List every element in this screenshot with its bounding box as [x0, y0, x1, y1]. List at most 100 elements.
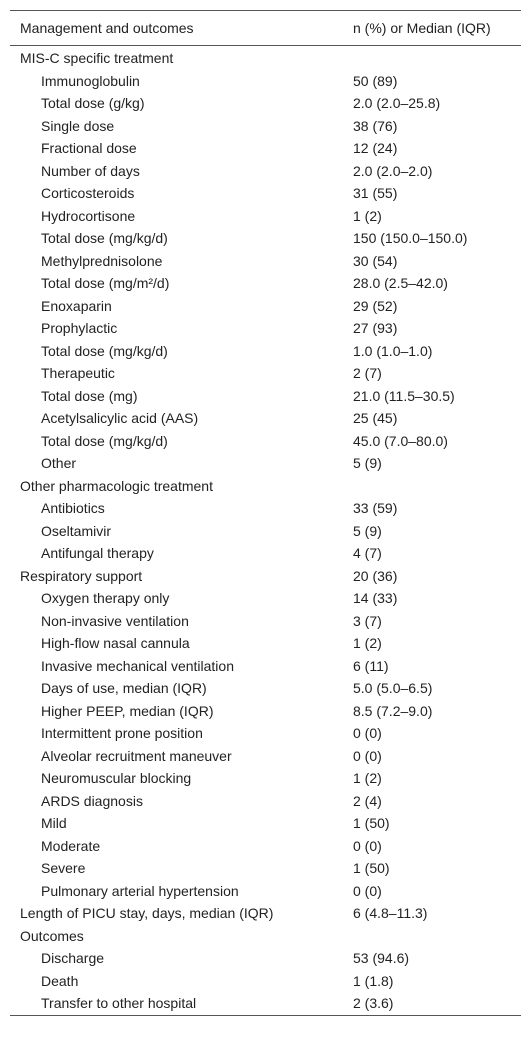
section-label: MIS-C specific treatment	[20, 50, 174, 66]
item-row: Oseltamivir 5 (9)	[10, 520, 521, 543]
item-label: Days of use, median (IQR)	[41, 680, 207, 696]
item-label: Invasive mechanical ventilation	[41, 657, 234, 674]
item-value: 5 (9)	[353, 455, 382, 471]
section-row: MIS-C specific treatment	[10, 47, 521, 70]
item-row: Number of days 2.0 (2.0–2.0)	[10, 160, 521, 183]
item-row: Total dose (mg/kg/d) 1.0 (1.0–1.0)	[10, 340, 521, 363]
item-row: Therapeutic 2 (7)	[10, 362, 521, 385]
item-value: 0 (0)	[353, 725, 382, 741]
item-row: Acetylsalicylic acid (AAS) 25 (45)	[10, 407, 521, 430]
item-row: Total dose (mg/m²/d) 28.0 (2.5–42.0)	[10, 272, 521, 295]
item-value: 31 (55)	[353, 185, 398, 201]
item-label: Antibiotics	[41, 500, 105, 516]
item-value: 14 (33)	[353, 590, 398, 606]
item-value: 1 (50)	[353, 815, 390, 831]
item-label: Total dose (mg/m²/d)	[41, 275, 170, 291]
item-row: Total dose (mg) 21.0 (11.5–30.5)	[10, 385, 521, 408]
item-value: 45.0 (7.0–80.0)	[353, 432, 448, 449]
item-value: 12 (24)	[353, 140, 398, 156]
item-value: 30 (54)	[353, 252, 398, 269]
item-value: 29 (52)	[353, 297, 398, 314]
item-label: Corticosteroids	[41, 185, 135, 201]
section-label: Length of PICU stay, days, median (IQR)	[20, 905, 274, 921]
item-row: Non-invasive ventilation 3 (7)	[10, 610, 521, 633]
item-row: Days of use, median (IQR) 5.0 (5.0–6.5)	[10, 677, 521, 700]
item-label: Pulmonary arterial hypertension	[41, 882, 239, 899]
item-label: High-flow nasal cannula	[41, 635, 190, 651]
item-label: Total dose (mg/kg/d)	[41, 230, 168, 246]
item-label: Higher PEEP, median (IQR)	[41, 702, 214, 719]
item-value: 53 (94.6)	[353, 950, 410, 966]
item-label: Oseltamivir	[41, 522, 112, 539]
item-row: Alveolar recruitment maneuver 0 (0)	[10, 745, 521, 768]
item-value: 4 (7)	[353, 545, 382, 561]
section-row: Outcomes	[10, 925, 521, 948]
item-label: Antifungal therapy	[41, 545, 154, 561]
header-cell: n (%) or Median (IQR)	[353, 20, 491, 36]
item-value: 38 (76)	[353, 117, 398, 134]
item-row: Transfer to other hospital 2 (3.6)	[10, 992, 521, 1015]
item-row: Immunoglobulin 50 (89)	[10, 70, 521, 93]
item-row: Mild 1 (50)	[10, 812, 521, 835]
item-value: 1 (2)	[353, 770, 382, 786]
item-value: 2 (3.6)	[353, 995, 394, 1011]
item-label: Hydrocortisone	[41, 207, 136, 224]
item-value: 8.5 (7.2–9.0)	[353, 702, 433, 719]
item-row: Neuromuscular blocking 1 (2)	[10, 767, 521, 790]
item-value: 21.0 (11.5–30.5)	[353, 387, 455, 404]
item-value: 28.0 (2.5–42.0)	[353, 275, 448, 291]
item-label: Transfer to other hospital	[41, 995, 197, 1011]
header-row: Management and outcomes n (%) or Median …	[10, 11, 521, 46]
item-row: Death 1 (1.8)	[10, 970, 521, 993]
item-value: 25 (45)	[353, 410, 398, 426]
item-row: Pulmonary arterial hypertension 0 (0)	[10, 880, 521, 903]
item-row: Oxygen therapy only 14 (33)	[10, 587, 521, 610]
item-label: Methylprednisolone	[41, 252, 163, 269]
item-row: Severe 1 (50)	[10, 857, 521, 880]
item-value: 0 (0)	[353, 882, 382, 899]
item-row: Hydrocortisone 1 (2)	[10, 205, 521, 228]
section-label: Respiratory support	[20, 567, 143, 584]
item-label: Oxygen therapy only	[41, 590, 170, 606]
item-value: 150 (150.0–150.0)	[353, 230, 468, 246]
item-label: ARDS diagnosis	[41, 792, 143, 809]
item-label: Immunoglobulin	[41, 72, 140, 89]
item-value: 2.0 (2.0–2.0)	[353, 162, 433, 179]
section-row: Respiratory support 20 (36)	[10, 565, 521, 588]
item-value: 5.0 (5.0–6.5)	[353, 680, 433, 696]
item-row: Methylprednisolone 30 (54)	[10, 250, 521, 273]
item-value: 5 (9)	[353, 522, 382, 539]
item-value: 2 (4)	[353, 792, 382, 809]
item-value: 3 (7)	[353, 612, 382, 629]
item-row: Higher PEEP, median (IQR) 8.5 (7.2–9.0)	[10, 700, 521, 723]
item-label: Therapeutic	[41, 365, 115, 381]
item-label: Death	[41, 972, 79, 989]
item-label: Other	[41, 455, 77, 471]
item-row: Total dose (mg/kg/d) 150 (150.0–150.0)	[10, 227, 521, 250]
item-label: Single dose	[41, 117, 115, 134]
item-label: Intermittent prone position	[41, 725, 203, 741]
item-value: 27 (93)	[353, 320, 398, 336]
item-value: 50 (89)	[353, 72, 398, 89]
header-cell: Management and outcomes	[20, 20, 194, 36]
item-label: Mild	[41, 815, 67, 831]
item-value: 0 (0)	[353, 747, 382, 764]
section-label: Other pharmacologic treatment	[20, 477, 213, 494]
item-label: Prophylactic	[41, 320, 118, 336]
item-label: Total dose (mg/kg/d)	[41, 432, 168, 449]
item-value: 33 (59)	[353, 500, 398, 516]
item-row: Intermittent prone position 0 (0)	[10, 722, 521, 745]
item-row: Total dose (mg/kg/d) 45.0 (7.0–80.0)	[10, 430, 521, 453]
item-label: Alveolar recruitment maneuver	[41, 747, 232, 764]
item-value: 1 (1.8)	[353, 972, 394, 989]
item-row: Invasive mechanical ventilation 6 (11)	[10, 655, 521, 678]
item-row: High-flow nasal cannula 1 (2)	[10, 632, 521, 655]
item-row: Discharge 53 (94.6)	[10, 947, 521, 970]
item-label: Number of days	[41, 162, 140, 179]
item-label: Neuromuscular blocking	[41, 770, 192, 786]
item-label: Discharge	[41, 950, 105, 966]
item-row: Other 5 (9)	[10, 452, 521, 475]
item-row: Moderate 0 (0)	[10, 835, 521, 858]
item-label: Non-invasive ventilation	[41, 612, 189, 629]
